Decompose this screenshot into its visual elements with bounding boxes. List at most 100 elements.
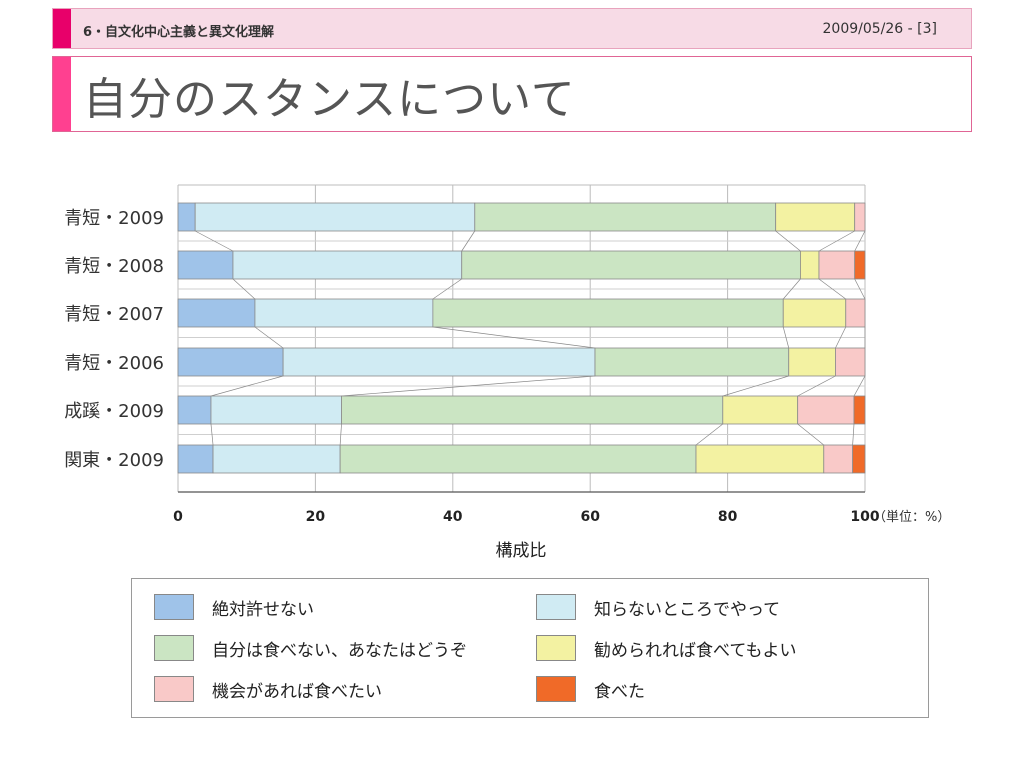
connector-line [853,375,866,397]
legend-item: 知らないところでやって [536,593,780,621]
legend-label: 自分は食べない、あなたはどうぞ [212,640,467,661]
category-label: 青短・2009 [64,208,164,229]
bar-segment [177,444,214,474]
category-label: 成蹊・2009 [64,401,164,422]
legend-item: 食べた [536,675,645,703]
legend-swatch [536,635,576,661]
legend-swatch [154,594,194,620]
connector-line [782,326,790,349]
bar-segment [254,298,434,328]
bar-segment [788,347,836,377]
connector-line [854,278,866,300]
connector-line [835,326,847,349]
bar-segment [432,298,784,328]
connector-line [210,375,284,397]
chart-connectors [195,230,866,446]
connector-line [432,326,596,349]
bar-segment [461,250,801,280]
bar-segment [177,250,234,280]
legend-swatch [154,676,194,702]
chart-legend: 絶対許せない 知らないところでやって自分は食べない、あなたはどうぞ 勧められれば食べ… [131,578,929,718]
bar-segment [722,395,799,425]
legend-item: 自分は食べない、あなたはどうぞ [154,634,467,662]
legend-label: 知らないところでやって [594,599,781,620]
bar-segment [695,444,825,474]
title-bar: 自分のスタンスについて [52,56,972,132]
legend-swatch [536,594,576,620]
x-tick-label: 0 [173,509,183,525]
bar-segment [782,298,847,328]
legend-label: 勧められれば食べてもよい [594,640,797,661]
bar-segment [212,444,341,474]
bar-segment [282,347,596,377]
chart-unit-label: （単位：%） [873,509,950,525]
x-tick-label: 100 [850,509,879,525]
bar-segment [474,202,777,232]
connector-line [695,423,724,446]
legend-item: 機会があれば食べたい [154,675,382,703]
category-label: 青短・2006 [64,353,164,374]
connector-line [232,278,256,300]
bar-segment [854,250,866,280]
connector-line [341,375,596,397]
legend-swatch [536,676,576,702]
slide-date: 2009/05/26 - [3] [822,21,937,37]
connector-line [722,375,789,397]
bar-segment [823,444,854,474]
bar-segment [210,395,342,425]
legend-item: 絶対許せない [154,593,314,621]
chart-x-axis-label: 構成比 [496,541,547,561]
section-title: 6・自文化中心主義と異文化理解 [83,25,275,40]
bar-segment [232,250,463,280]
connector-line [210,423,214,446]
category-label: 青短・2007 [64,304,164,325]
bar-segment [177,347,284,377]
bar-segment [818,250,856,280]
bar-segment [775,202,856,232]
legend-label: 絶対許せない [212,599,314,620]
connector-line [818,278,846,300]
x-tick-label: 20 [306,509,326,525]
connector-line [432,278,462,300]
connector-line [854,230,866,252]
connector-line [797,375,836,397]
connector-line [461,230,476,252]
bar-segment [594,347,790,377]
bar-segment [194,202,476,232]
title-accent [53,57,71,131]
bar-segment [854,202,866,232]
connector-line [339,423,342,446]
section-header-bar: 6・自文化中心主義と異文化理解 2009/05/26 - [3] [52,8,972,49]
bar-segment [339,444,697,474]
category-label: 青短・2008 [64,256,164,277]
chart-category-labels: 青短・2009 青短・2008 青短・2007 青短・2006 成蹊・2009 関東・20… [64,208,164,471]
bar-segment [177,202,196,232]
legend-label: 食べた [594,681,645,702]
x-tick-label: 40 [443,509,463,525]
x-tick-label: 80 [718,509,738,525]
bar-segment [177,298,256,328]
bar-segment [797,395,855,425]
connector-line [852,423,855,446]
page-title: 自分のスタンスについて [83,74,576,125]
connector-line [254,326,284,349]
legend-item: 勧められれば食べてもよい [536,634,796,662]
bar-segment [341,395,724,425]
bar-segment [177,395,212,425]
chart-x-ticks: 0 20 40 60 80 100 [173,509,880,525]
section-header-accent [53,9,71,48]
connector-line [797,423,824,446]
category-label: 関東・2009 [64,450,164,471]
x-tick-label: 60 [580,509,600,525]
legend-label: 機会があれば食べたい [212,681,382,702]
connector-line [782,278,801,300]
bar-segment [845,298,866,328]
chart-grid [177,184,866,493]
bar-segment [835,347,866,377]
bar-segment [853,395,866,425]
chart-bars [177,202,866,474]
connector-line [775,230,801,252]
connector-line [818,230,855,252]
connector-line [195,230,234,252]
